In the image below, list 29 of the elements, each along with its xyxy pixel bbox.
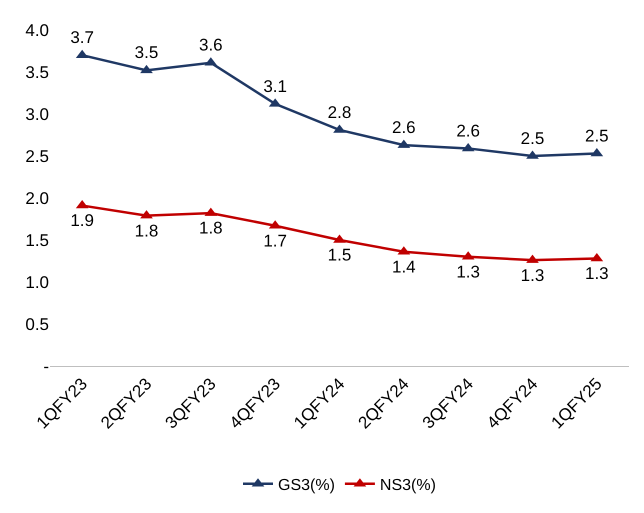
y-tick-label: - — [43, 356, 49, 376]
y-tick-label: 4.0 — [25, 20, 49, 40]
data-label: 1.7 — [263, 231, 287, 250]
data-label: 2.5 — [585, 126, 609, 146]
data-label: 1.4 — [392, 257, 416, 276]
data-label: 1.8 — [199, 218, 223, 238]
data-label: 2.8 — [328, 102, 352, 122]
data-label: 2.6 — [392, 118, 416, 137]
data-label: 2.5 — [520, 128, 544, 148]
data-label: 1.9 — [70, 211, 94, 230]
y-tick-label: 3.5 — [25, 62, 49, 82]
data-label: 1.3 — [520, 266, 544, 285]
y-tick-label: 1.0 — [25, 272, 49, 292]
data-label: 1.3 — [585, 264, 609, 284]
data-label: 1.8 — [134, 221, 158, 240]
data-label: 1.3 — [456, 262, 480, 282]
y-tick-label: 2.5 — [25, 146, 49, 166]
y-tick-label: 2.0 — [25, 188, 49, 208]
data-label: 3.7 — [70, 28, 94, 48]
data-label: 1.5 — [328, 246, 352, 265]
legend-label: GS3(%) — [278, 476, 335, 494]
y-tick-label: 3.0 — [25, 104, 49, 124]
data-label: 3.1 — [263, 76, 287, 96]
data-label: 3.5 — [134, 43, 158, 62]
y-tick-label: 1.5 — [25, 230, 49, 250]
data-label: 3.6 — [199, 36, 223, 55]
legend-label: NS3(%) — [380, 476, 436, 494]
data-label: 2.6 — [456, 121, 480, 140]
y-tick-label: 0.5 — [25, 314, 49, 334]
